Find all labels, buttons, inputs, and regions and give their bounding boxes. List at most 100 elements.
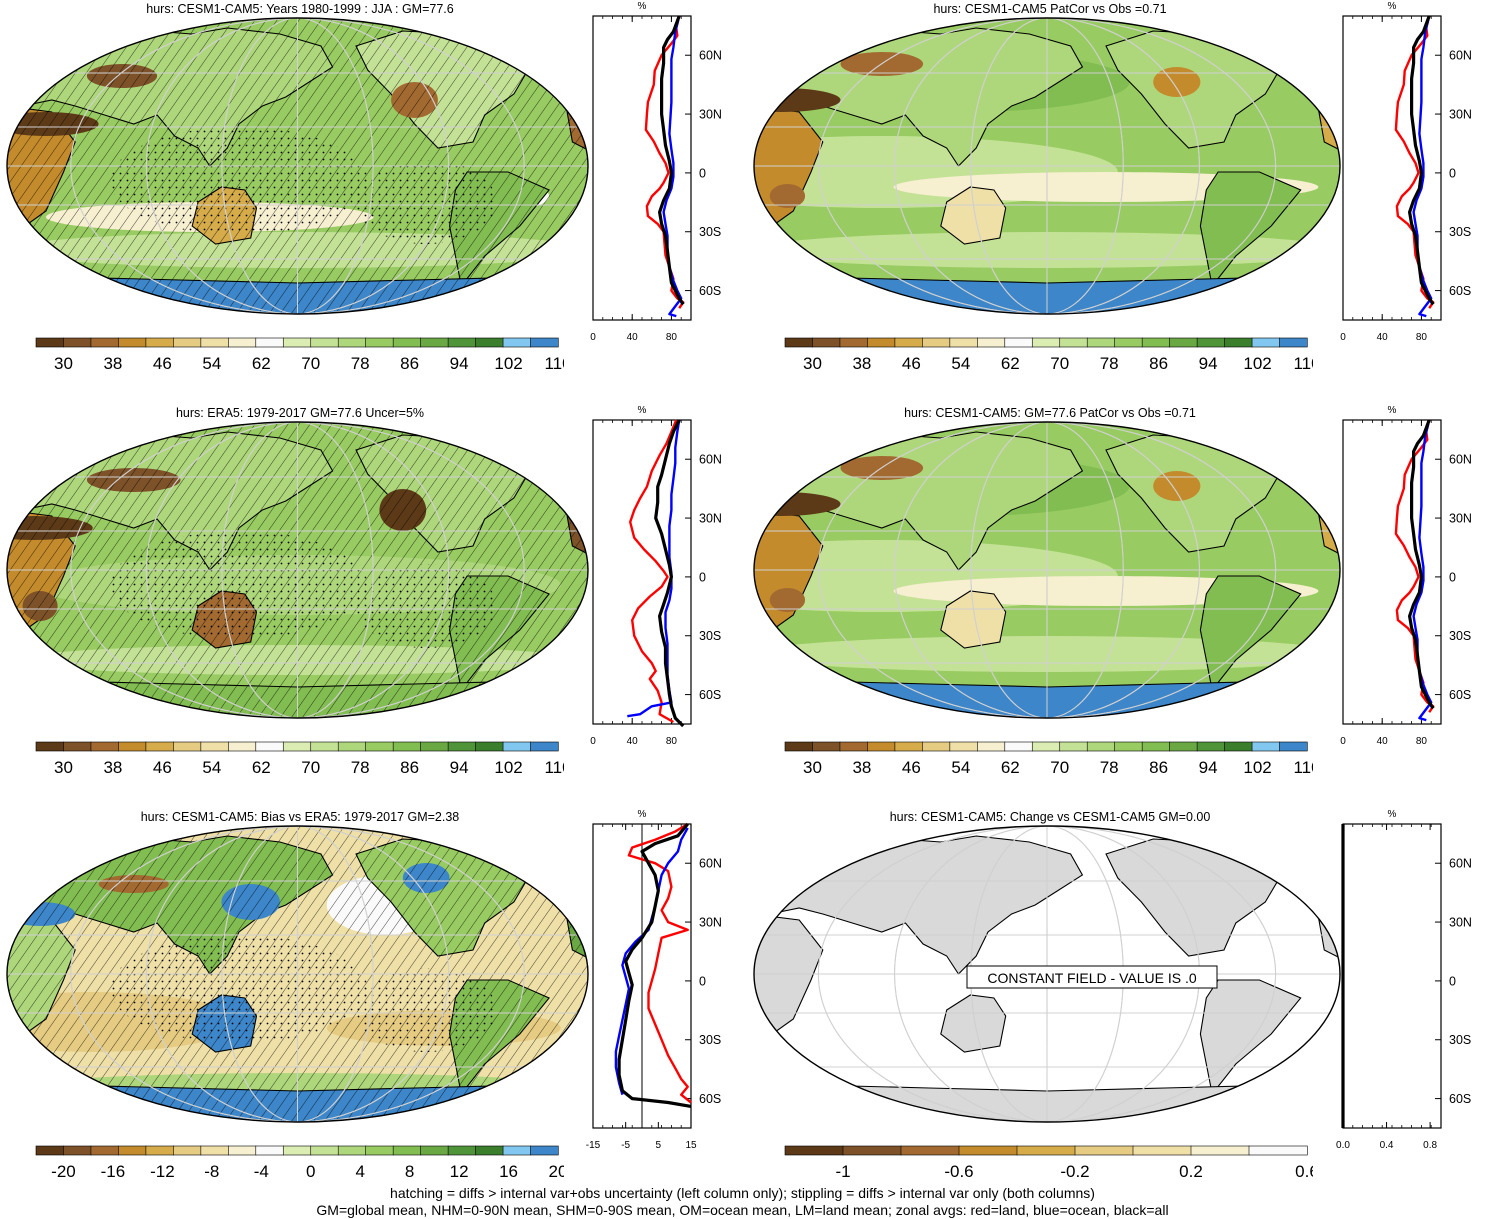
stippling-overlay [110, 935, 367, 1043]
zonal-lat-label: 60S [1449, 688, 1471, 702]
colorbar-swatch [1060, 338, 1088, 347]
colorbar-tick-label: 70 [1050, 758, 1069, 777]
zonal-lat-label: 60N [699, 453, 722, 467]
zonal-x-tick-label: -5 [621, 1140, 630, 1151]
colorbar-swatch [63, 338, 91, 347]
colorbar-tick-label: 94 [450, 758, 469, 777]
colorbar-swatch [1115, 338, 1143, 347]
colorbar-swatch [118, 1146, 146, 1155]
colorbar-swatch [785, 1146, 843, 1155]
colorbar-tick-label: 46 [153, 758, 172, 777]
colorbar-tick-label: 0.2 [1179, 1162, 1203, 1181]
zonal-lat-label: 0 [1449, 166, 1456, 180]
colorbar-swatch [338, 742, 366, 751]
colorbar-swatch [503, 742, 531, 751]
colorbar-swatch [1005, 338, 1033, 347]
panel-title-1: hurs: CESM1-CAM5: Years 1980-1999 : JJA … [80, 2, 520, 16]
colorbar-swatch [201, 1146, 229, 1155]
colorbar-swatch [1075, 1146, 1133, 1155]
colorbar-tick-label: 38 [852, 354, 871, 373]
colorbar-tick-label: 30 [54, 758, 73, 777]
zonal-x-tick-label: 0.8 [1423, 1140, 1437, 1151]
colorbar-tick-label: 94 [450, 354, 469, 373]
zonal-x-tick-label: 40 [1377, 736, 1389, 747]
zonal-unit-label: % [638, 405, 647, 416]
zonal-x-tick-label: 0.4 [1380, 1140, 1394, 1151]
colorbar-swatch [338, 338, 366, 347]
colorbar-swatch [1225, 338, 1253, 347]
colorbar-swatch [146, 742, 174, 751]
zonal-lat-label: 60S [1449, 284, 1471, 298]
zonal-frame [1343, 420, 1441, 724]
colorbar-tick-label: -0.6 [944, 1162, 973, 1181]
colorbar-swatch [1087, 338, 1115, 347]
zonal-x-tick-label: 0.0 [1336, 1140, 1350, 1151]
zonal-frame [593, 420, 691, 724]
colorbar-tick-label: -12 [150, 1162, 175, 1181]
colorbar-swatch [366, 1146, 394, 1155]
colorbar-tick-label: 94 [1199, 354, 1218, 373]
zonal-lat-label: 60N [1449, 453, 1472, 467]
colorbar-tick-label: 78 [1100, 758, 1119, 777]
colorbar-swatch [36, 338, 64, 347]
colorbar-tick-label: 4 [355, 1162, 364, 1181]
zonal-frame [1343, 16, 1441, 320]
zonal-lat-label: 60S [699, 284, 721, 298]
colorbar-swatch [977, 742, 1005, 751]
colorbar-swatch [476, 1146, 504, 1155]
colorbar-swatch [36, 1146, 64, 1155]
colorbar-swatch [1280, 338, 1308, 347]
colorbar-swatch [311, 1146, 339, 1155]
footer-note-hatching: hatching = diffs > internal var+obs unce… [0, 1185, 1485, 1202]
stippling-overlay [110, 127, 367, 235]
colorbar-swatch [201, 742, 229, 751]
zonal-x-tick-label: 5 [656, 1140, 662, 1151]
colorbar-swatch [1252, 742, 1280, 751]
zonal-x-tick-label: 80 [1416, 332, 1428, 343]
zonal-unit-label: % [1388, 809, 1397, 820]
colorbar-tick-label: 30 [803, 758, 822, 777]
colorbar-tick-label: 46 [153, 354, 172, 373]
colorbar-swatch [1197, 338, 1225, 347]
colorbar-swatch [283, 338, 311, 347]
colorbar-swatch [785, 338, 813, 347]
panel-title-3: hurs: ERA5: 1979-2017 GM=77.6 Uncer=5% [80, 406, 520, 420]
colorbar-swatch [91, 338, 119, 347]
colorbar-swatch [1133, 1146, 1191, 1155]
colorbar-swatch [311, 338, 339, 347]
colorbar-swatch [922, 742, 950, 751]
colorbar-swatch [173, 742, 201, 751]
colorbar-swatch [338, 1146, 366, 1155]
stippling-overlay [110, 531, 367, 639]
zonal-lat-label: 0 [1449, 974, 1456, 988]
colorbar-abs-3: 303846546270788694102110 [34, 740, 564, 782]
colorbar-tick-label: 102 [494, 354, 522, 373]
stippling-overlay [356, 564, 496, 648]
zonal-lat-label: 30N [1449, 512, 1472, 526]
colorbar-swatch [895, 742, 923, 751]
panel-title-4: hurs: CESM1-CAM5: GM=77.6 PatCor vs Obs … [830, 406, 1270, 420]
zonal-x-tick-label: 80 [666, 332, 678, 343]
colorbar-swatch [118, 338, 146, 347]
colorbar-tick-label: 110 [1293, 354, 1313, 373]
colorbar-tick-label: -0.2 [1060, 1162, 1089, 1181]
colorbar-swatch [531, 338, 559, 347]
colorbar-swatch [1191, 1146, 1249, 1155]
colorbar-tick-label: 38 [852, 758, 871, 777]
zonal-lat-label: 60S [1449, 1092, 1471, 1106]
field-region [770, 588, 805, 612]
colorbar-swatch [448, 338, 476, 347]
colorbar-swatch [901, 1146, 959, 1155]
colorbar-swatch [283, 742, 311, 751]
colorbar-swatch [173, 1146, 201, 1155]
zonal-x-tick-label: 40 [1377, 332, 1389, 343]
colorbar-change: -1-0.6-0.20.20.6 [783, 1144, 1313, 1186]
colorbar-tick-label: 78 [351, 758, 370, 777]
colorbar-swatch [950, 338, 978, 347]
zonal-lat-label: 0 [699, 570, 706, 584]
zonal-lat-label: 30S [1449, 225, 1471, 239]
colorbar-swatch [448, 1146, 476, 1155]
zonal-unit-label: % [638, 1, 647, 12]
